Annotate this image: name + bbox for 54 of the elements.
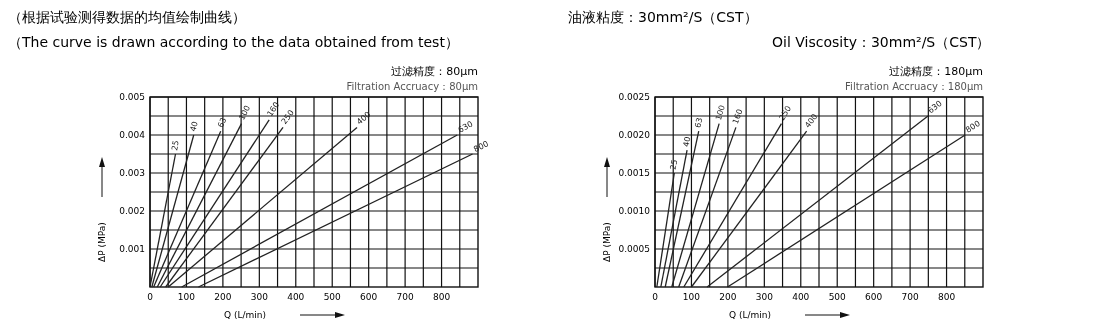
text: 800 xyxy=(964,118,982,135)
chart-subtitle: Filtration Accruacy：80μm xyxy=(346,81,478,92)
text: 400 xyxy=(803,112,820,130)
x-axis-title: Q (L/min) xyxy=(224,310,266,320)
y-tick-label: 0.0010 xyxy=(618,206,651,216)
x-tick-label: 500 xyxy=(323,292,342,302)
y-axis-title: ΔP (MPa) xyxy=(97,222,107,262)
x-tick-label: 400 xyxy=(287,292,305,302)
text: 25 xyxy=(668,158,680,171)
y-tick-label: 0.002 xyxy=(119,206,145,216)
text: （The curve is drawn according to the data obtained from test） xyxy=(8,34,459,50)
y-tick-label: 0.0015 xyxy=(618,168,650,178)
y-tick-label: 0.003 xyxy=(119,168,145,178)
x-tick-label: 300 xyxy=(250,292,269,302)
text: 63 xyxy=(693,116,705,129)
x-tick-label: 700 xyxy=(396,292,414,302)
text: 800 xyxy=(472,139,490,154)
chart-subtitle: Filtration Accruacy：180μm xyxy=(845,81,983,92)
x-tick-label: 500 xyxy=(828,292,847,302)
x-tick-label: 200 xyxy=(214,292,232,302)
y-tick-label: 0.0005 xyxy=(618,244,650,254)
text: 25 xyxy=(170,139,181,152)
text: 40 xyxy=(188,120,200,133)
x-tick-label: 0 xyxy=(652,292,659,302)
text: 630 xyxy=(456,119,475,135)
text: 40 xyxy=(681,135,693,148)
text: 100 xyxy=(713,104,727,122)
text: 400 xyxy=(355,109,373,127)
y-tick-label: 0.004 xyxy=(119,130,146,140)
text: 63 xyxy=(216,116,229,130)
y-tick-label: 0.005 xyxy=(119,92,145,102)
text: （根据试验测得数据的均值绘制曲线） xyxy=(8,9,246,25)
x-tick-label: 700 xyxy=(901,292,919,302)
x-tick-label: 0 xyxy=(147,292,154,302)
y-axis-title: ΔP (MPa) xyxy=(602,222,612,262)
text: 100 xyxy=(237,104,253,122)
x-axis-title: Q (L/min) xyxy=(729,310,771,320)
chart-title: 过滤精度：180μm xyxy=(889,65,983,78)
text: 160 xyxy=(730,107,745,126)
x-tick-label: 100 xyxy=(177,292,196,302)
x-tick-label: 200 xyxy=(719,292,737,302)
x-tick-label: 800 xyxy=(432,292,451,302)
y-tick-label: 0.0020 xyxy=(618,130,651,140)
chart-title: 过滤精度：80μm xyxy=(391,65,478,78)
x-tick-label: 400 xyxy=(792,292,810,302)
x-tick-label: 600 xyxy=(360,292,378,302)
y-tick-label: 0.001 xyxy=(119,244,145,254)
text: Oil Viscosity：30mm²/S（CST） xyxy=(772,34,991,50)
y-tick-label: 0.0025 xyxy=(618,92,650,102)
x-tick-label: 100 xyxy=(682,292,701,302)
x-tick-label: 800 xyxy=(937,292,956,302)
x-tick-label: 600 xyxy=(865,292,883,302)
text: 油液粘度：30mm²/S（CST） xyxy=(568,9,758,25)
x-tick-label: 300 xyxy=(755,292,774,302)
